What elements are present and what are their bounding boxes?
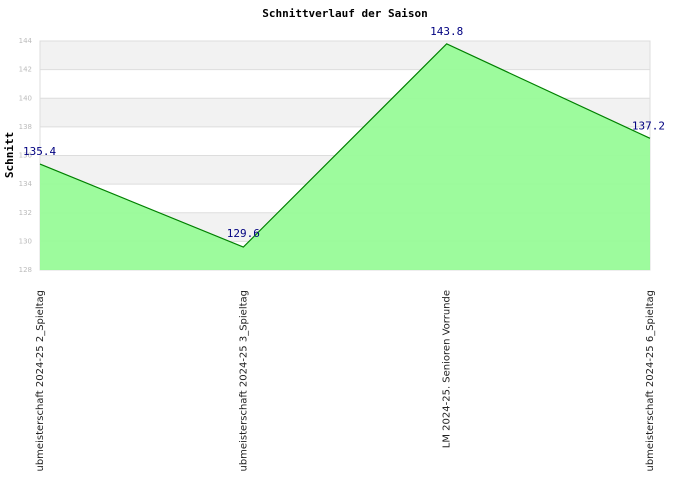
grid-band <box>40 41 650 70</box>
line <box>39 43 651 248</box>
y-tick-label: 130 <box>19 237 32 245</box>
x-tick-label: ubmeisterschaft 2024-25 3_Spieltag <box>238 290 249 472</box>
y-tick-label: 142 <box>19 66 32 74</box>
y-axis-label: Schnitt <box>3 132 16 178</box>
value-label: 143.8 <box>430 25 463 38</box>
y-tick-label: 144 <box>19 37 33 45</box>
area <box>40 43 650 270</box>
y-tick-label: 132 <box>19 209 32 217</box>
y-tick-label: 128 <box>19 266 32 274</box>
value-label: 137.2 <box>632 119 665 132</box>
y-tick-label: 136 <box>19 152 33 160</box>
chart-title: Schnittverlauf der Saison <box>262 7 428 20</box>
value-label: 135.4 <box>23 145 56 158</box>
y-tick-label: 138 <box>19 123 32 131</box>
x-tick-label: ubmeisterschaft 2024-25 2_Spieltag <box>35 290 46 472</box>
x-tick-label: ubmeisterschaft 2024-25 6_Spieltag <box>645 290 656 472</box>
y-tick-label: 140 <box>19 94 32 102</box>
value-label: 129.6 <box>227 227 260 240</box>
x-tick-label: LM 2024-25. Senioren Vorrunde <box>442 290 453 448</box>
y-tick-label: 134 <box>19 180 33 188</box>
